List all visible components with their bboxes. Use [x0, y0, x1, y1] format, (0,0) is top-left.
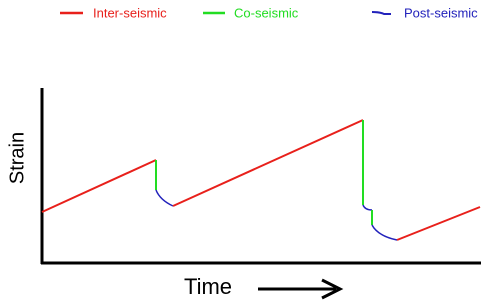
- legend-swatch: [371, 11, 391, 15]
- legend-label: Inter-seismic: [93, 5, 167, 20]
- time-arrow-head: [321, 278, 344, 300]
- inter-seismic: [396, 206, 481, 241]
- post-seismic: [371, 224, 398, 241]
- post-seismic: [155, 189, 174, 207]
- inter-seismic: [172, 119, 364, 207]
- legend-label: Co-seismic: [234, 5, 299, 20]
- post-seismic: [362, 204, 373, 211]
- inter-seismic: [41, 159, 157, 213]
- legend-label: Post-seismic: [404, 5, 478, 20]
- x-axis-label: Time: [184, 274, 232, 299]
- y-axis-label: Strain: [6, 132, 28, 184]
